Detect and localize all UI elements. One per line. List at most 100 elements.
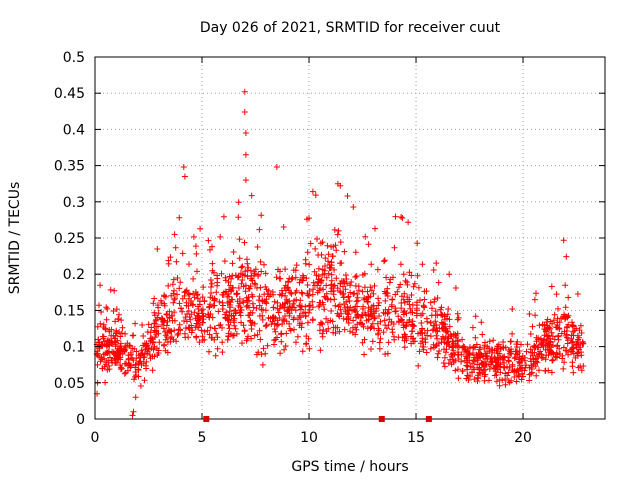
data-point xyxy=(335,227,342,234)
data-point xyxy=(568,339,575,346)
data-point xyxy=(493,359,499,366)
data-point xyxy=(154,246,161,252)
data-point xyxy=(318,277,325,284)
data-point xyxy=(521,357,528,364)
data-point xyxy=(509,361,516,368)
data-point xyxy=(296,312,303,319)
data-point xyxy=(392,308,399,315)
data-point xyxy=(232,325,239,332)
data-point xyxy=(514,344,521,351)
data-point xyxy=(569,363,576,370)
data-point xyxy=(528,370,534,377)
data-point xyxy=(347,289,354,296)
data-point xyxy=(182,325,189,332)
data-point xyxy=(103,343,110,350)
data-point xyxy=(438,339,445,346)
data-point xyxy=(439,321,446,328)
data-point xyxy=(143,342,150,349)
data-point xyxy=(112,343,119,350)
data-point xyxy=(414,272,421,279)
data-point xyxy=(159,317,166,323)
data-point xyxy=(441,316,448,323)
data-point xyxy=(369,338,376,345)
data-point xyxy=(177,327,184,334)
data-point xyxy=(376,313,382,319)
data-point xyxy=(319,330,326,337)
data-point xyxy=(256,302,263,309)
data-point xyxy=(283,330,290,337)
data-point xyxy=(565,294,572,301)
data-point xyxy=(207,324,214,331)
data-point xyxy=(235,214,242,221)
data-point xyxy=(273,164,280,170)
data-point xyxy=(406,301,413,308)
data-point xyxy=(191,309,198,316)
data-point xyxy=(502,376,509,383)
data-point xyxy=(548,329,555,336)
data-point xyxy=(401,344,408,351)
data-point xyxy=(117,362,124,368)
data-point xyxy=(278,287,285,294)
data-point xyxy=(565,321,572,328)
data-point xyxy=(249,309,256,316)
data-point xyxy=(411,280,418,287)
data-point xyxy=(241,88,248,95)
data-point xyxy=(469,324,476,331)
data-point xyxy=(381,258,387,265)
data-point xyxy=(164,330,171,336)
data-point xyxy=(158,300,165,306)
data-point xyxy=(266,293,272,300)
data-point xyxy=(570,322,577,329)
data-point xyxy=(462,347,469,353)
data-point xyxy=(376,339,383,346)
data-point xyxy=(312,192,319,199)
data-point xyxy=(505,357,512,364)
data-point xyxy=(111,355,118,362)
y-tick-label: 0.35 xyxy=(54,159,85,175)
data-point xyxy=(407,305,414,312)
data-point xyxy=(311,282,318,289)
data-point xyxy=(102,350,109,357)
data-point xyxy=(419,326,425,333)
data-point xyxy=(458,351,465,358)
data-point xyxy=(429,327,436,334)
data-point xyxy=(329,253,336,260)
data-point xyxy=(113,327,120,334)
data-point xyxy=(370,302,377,309)
data-point xyxy=(455,349,461,356)
data-point xyxy=(496,376,503,383)
data-point xyxy=(110,332,117,339)
data-point xyxy=(149,353,156,360)
data-point xyxy=(171,231,178,238)
data-point xyxy=(100,321,107,328)
data-point xyxy=(555,332,562,339)
data-point xyxy=(406,269,413,276)
data-point xyxy=(527,355,534,362)
data-point xyxy=(211,336,218,343)
data-point xyxy=(327,265,334,272)
data-point xyxy=(225,279,232,285)
data-point xyxy=(317,347,324,354)
data-point xyxy=(309,188,316,195)
data-point xyxy=(550,350,557,357)
data-point xyxy=(328,308,335,314)
data-point xyxy=(119,330,125,337)
data-point xyxy=(565,351,572,358)
data-point xyxy=(354,321,361,328)
data-point xyxy=(430,341,437,348)
data-point xyxy=(577,322,584,329)
data-point xyxy=(470,343,477,350)
data-point xyxy=(298,289,305,296)
data-point xyxy=(437,306,444,313)
data-point xyxy=(155,347,162,354)
data-point xyxy=(398,305,405,312)
data-point xyxy=(127,349,134,356)
data-point xyxy=(409,309,416,316)
data-point xyxy=(96,302,102,309)
data-point xyxy=(474,372,481,379)
data-point xyxy=(431,298,438,305)
data-point xyxy=(337,260,344,267)
data-point xyxy=(225,330,232,337)
data-point xyxy=(466,345,473,352)
data-point xyxy=(299,277,305,284)
